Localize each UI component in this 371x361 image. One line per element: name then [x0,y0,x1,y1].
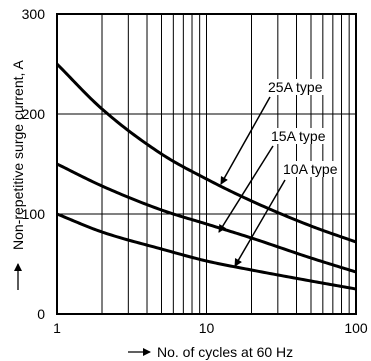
annotation-label-bg [267,79,324,95]
x-tick-label: 1 [53,320,61,336]
series-curve-25a-type [55,62,357,244]
series-curve-10a-type [56,212,357,291]
annotation-label-25a-type: 25A type [268,79,323,95]
annotation-arrow-10a-type [234,179,286,267]
x-axis-label: No. of cycles at 60 Hz [157,344,293,360]
y-axis-label: Non-repetitive surge current, A [10,59,26,250]
annotation-arrow-15a-type [218,145,274,233]
y-tick-label: 100 [22,206,46,222]
annotation-label-bg [282,161,339,177]
annotation-label-bg [270,128,327,144]
x-tick-label: 10 [199,320,215,336]
y-axis-label-group: Non-repetitive surge current, A [10,59,26,290]
series-curve-15a-type [56,162,357,274]
annotation-arrow-25a-type [220,96,271,185]
annotation-label-10a-type: 10A type [283,161,338,177]
y-tick-label: 300 [22,6,46,22]
y-tick-label: 0 [37,306,45,322]
plot-frame [56,13,357,315]
annotation-label-15a-type: 15A type [271,128,326,144]
y-tick-label: 200 [22,106,46,122]
x-tick-label: 100 [344,320,368,336]
